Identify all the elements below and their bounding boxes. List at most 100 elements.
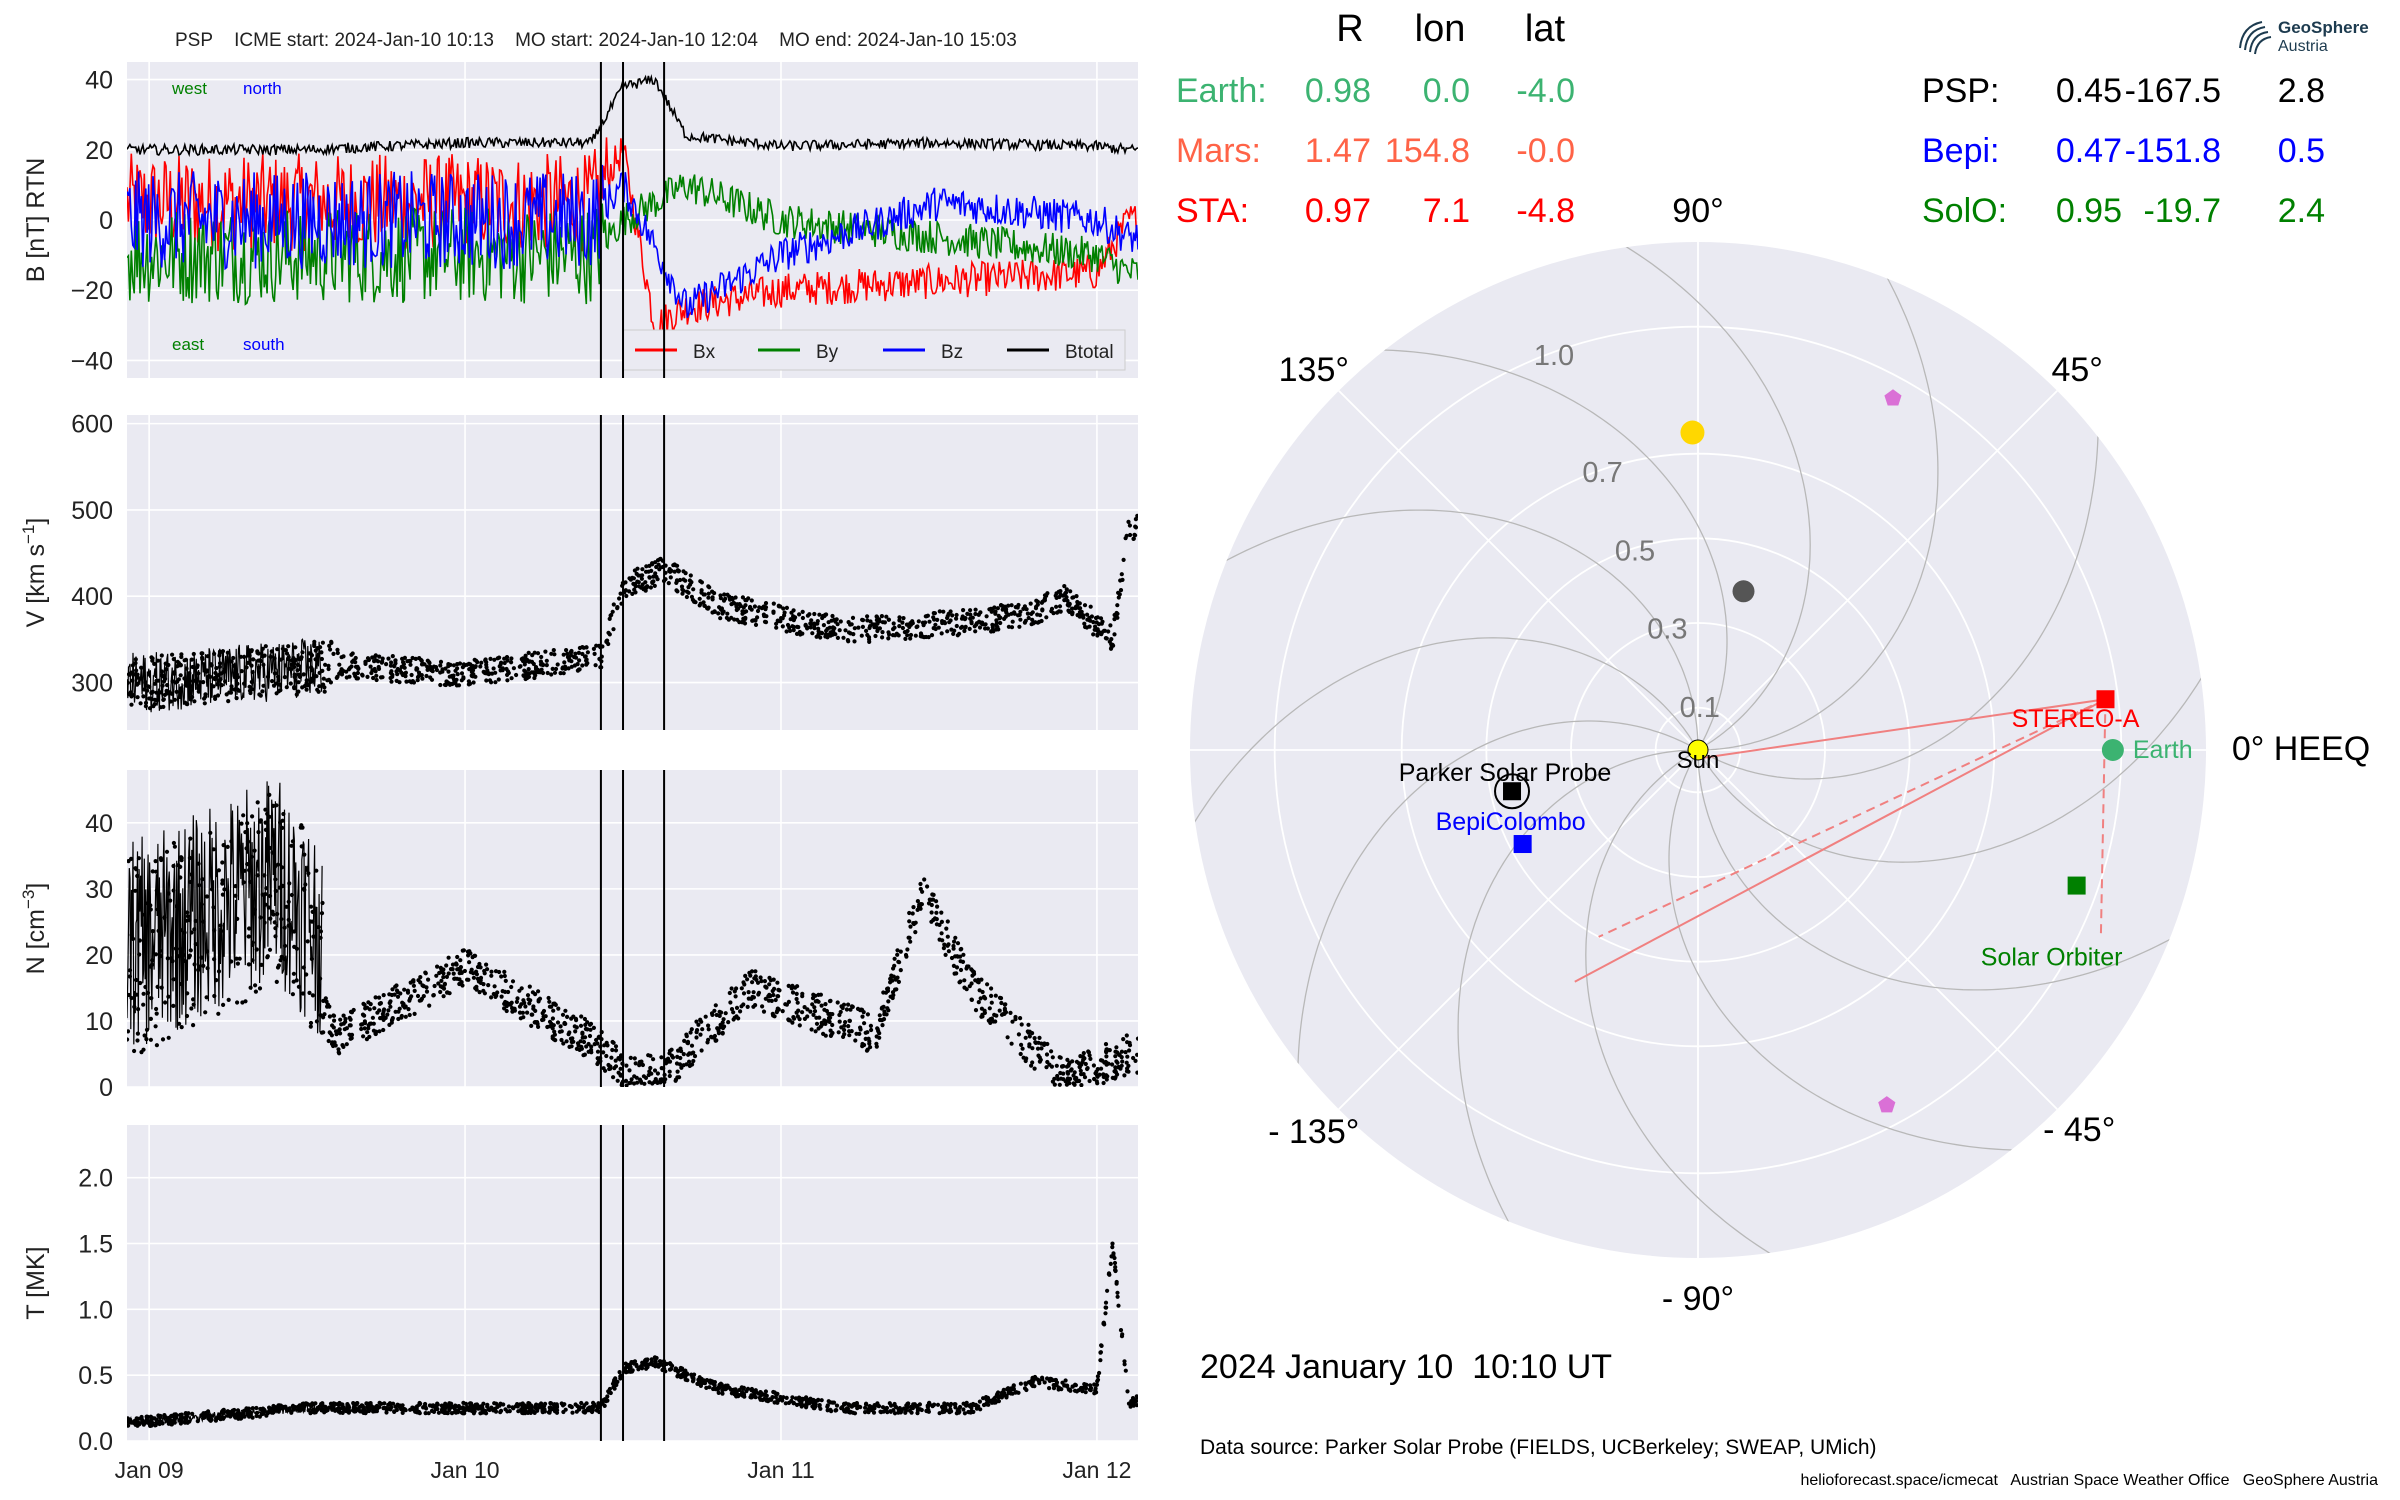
- data-point: [690, 597, 696, 603]
- data-point: [684, 594, 690, 600]
- data-point: [699, 1048, 704, 1053]
- data-point: [579, 1400, 584, 1406]
- data-point: [547, 999, 552, 1004]
- data-point: [951, 631, 956, 637]
- data-point: [877, 1013, 882, 1018]
- data-point: [384, 662, 389, 667]
- data-point: [408, 659, 413, 664]
- data-point: [754, 1390, 759, 1395]
- parker-spiral-line: [1585, 749, 1799, 1258]
- data-point: [129, 702, 134, 707]
- data-point: [819, 1398, 824, 1403]
- data-point: [1040, 608, 1045, 613]
- data-point: [605, 1394, 610, 1399]
- data-point: [811, 1406, 816, 1411]
- data-point: [713, 1003, 718, 1008]
- data-point: [255, 800, 260, 805]
- data-point: [865, 1030, 870, 1035]
- table-left-row-2-lon: 7.1: [1422, 192, 1470, 230]
- data-point: [333, 1401, 338, 1406]
- data-point: [138, 701, 143, 706]
- data-point: [562, 660, 567, 665]
- data-point: [657, 567, 662, 572]
- data-point: [159, 653, 164, 658]
- data-point: [632, 1056, 637, 1061]
- data-point: [698, 1032, 703, 1037]
- data-point: [401, 662, 406, 667]
- table-right-row-0-lon: -167.5: [2124, 72, 2221, 110]
- panel-background: [127, 1125, 1138, 1441]
- data-point: [424, 673, 429, 679]
- data-point: [423, 1411, 428, 1416]
- data-point: [454, 677, 459, 682]
- data-point: [918, 631, 924, 636]
- data-point: [951, 943, 956, 949]
- data-point: [718, 596, 724, 601]
- data-point: [814, 1015, 819, 1020]
- data-point: [136, 1416, 141, 1421]
- data-point: [650, 562, 655, 567]
- data-point: [773, 1395, 779, 1400]
- data-point: [573, 1402, 578, 1407]
- data-point: [411, 979, 416, 984]
- y-tick-label: 10: [85, 1008, 113, 1036]
- data-point: [1009, 625, 1015, 630]
- data-point: [654, 1355, 659, 1361]
- data-point: [221, 1002, 226, 1008]
- data-point: [233, 1415, 238, 1420]
- data-point: [961, 952, 966, 957]
- data-point: [646, 1053, 651, 1058]
- data-point: [858, 1027, 863, 1032]
- data-point: [1027, 1034, 1032, 1039]
- data-point: [455, 672, 460, 677]
- data-point: [605, 1043, 610, 1048]
- data-point: [705, 1040, 710, 1045]
- table-right-row-0-R: 0.45: [2055, 72, 2122, 110]
- data-point: [373, 995, 378, 1000]
- data-point: [940, 1405, 945, 1410]
- data-point: [336, 1409, 341, 1414]
- data-point: [548, 1401, 553, 1406]
- angle-label: 135°: [1279, 351, 1349, 389]
- data-point: [1106, 1272, 1111, 1277]
- data-point: [523, 673, 529, 678]
- data-point: [578, 1023, 584, 1028]
- data-point: [1037, 1379, 1042, 1384]
- data-point: [135, 695, 140, 700]
- data-point: [602, 1403, 607, 1408]
- data-point: [509, 1006, 515, 1011]
- data-point: [576, 650, 582, 656]
- data-point: [486, 983, 491, 988]
- data-point: [182, 658, 187, 663]
- data-point: [985, 982, 990, 987]
- data-point: [148, 1016, 153, 1022]
- annotation-south: south: [243, 335, 285, 354]
- data-point: [632, 1081, 637, 1086]
- data-point: [459, 980, 464, 985]
- data-point: [631, 1360, 636, 1365]
- header-icme-start: ICME start: 2024-Jan-10 10:13: [234, 30, 494, 51]
- data-point: [1110, 1245, 1115, 1250]
- data-point: [977, 988, 982, 993]
- data-point: [1131, 1397, 1137, 1402]
- data-point: [1075, 602, 1080, 607]
- data-point: [749, 1395, 755, 1400]
- data-point: [683, 571, 688, 576]
- data-point: [604, 639, 609, 644]
- data-point: [749, 1386, 755, 1392]
- data-point: [615, 1379, 620, 1384]
- data-point: [1020, 1046, 1025, 1051]
- data-point: [581, 1039, 587, 1045]
- data-point: [753, 622, 759, 628]
- data-point: [1113, 1268, 1118, 1274]
- data-point: [643, 1075, 649, 1080]
- data-point: [819, 1003, 824, 1008]
- data-point: [148, 1037, 153, 1042]
- data-point: [497, 655, 502, 660]
- radial-label: 1.0: [1534, 340, 1574, 372]
- data-point: [580, 1031, 585, 1036]
- data-point: [886, 636, 891, 641]
- data-point: [201, 680, 206, 685]
- data-point: [1057, 1082, 1062, 1087]
- data-point: [382, 1401, 387, 1406]
